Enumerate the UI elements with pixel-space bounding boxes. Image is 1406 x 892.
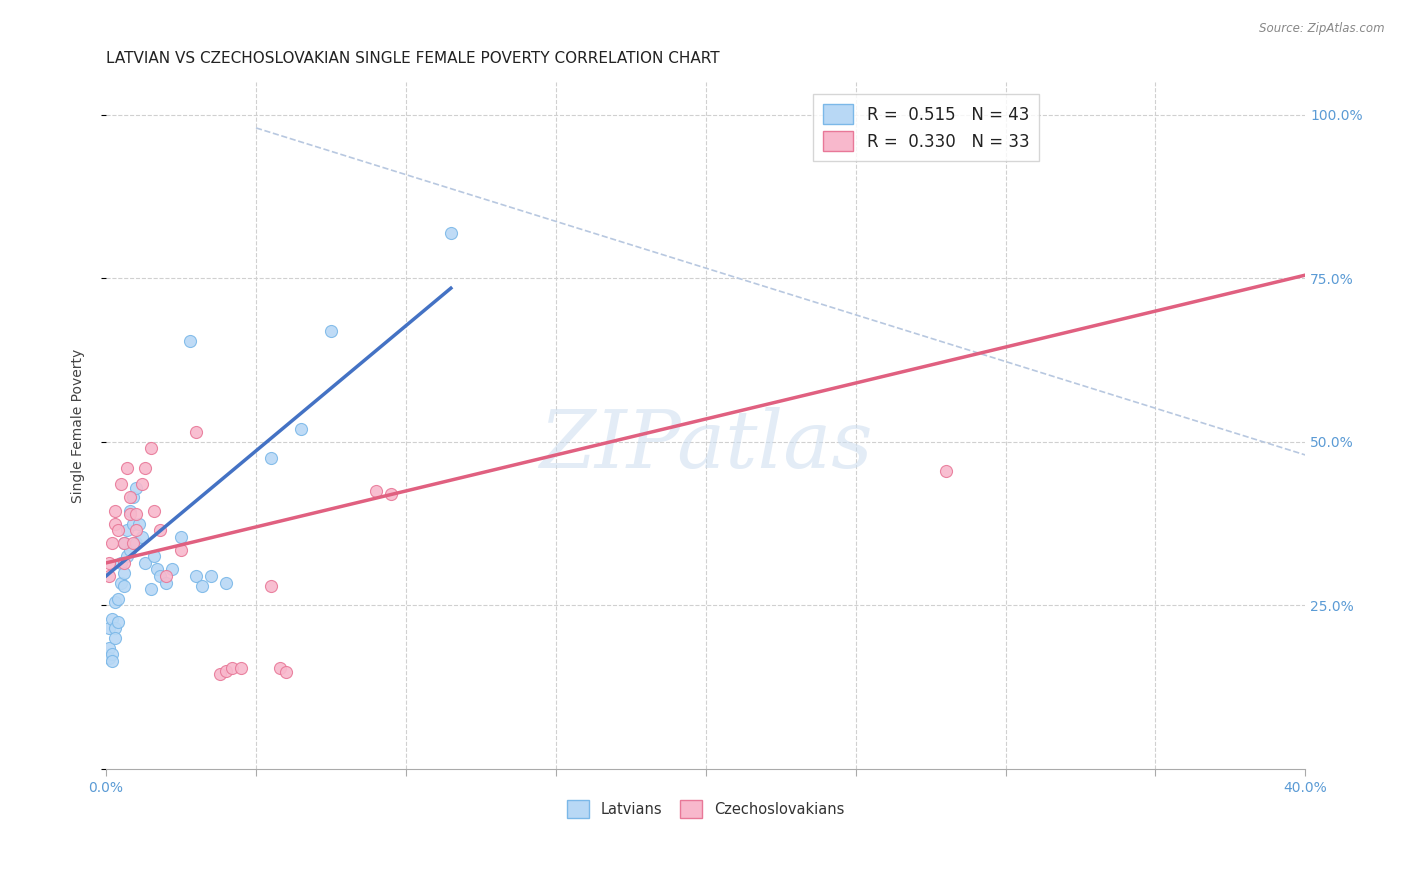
Point — [120, 542, 142, 557]
Point — [149, 569, 172, 583]
Point — [440, 226, 463, 240]
Point — [101, 611, 124, 625]
Point — [98, 556, 121, 570]
Point — [229, 660, 252, 674]
Point — [98, 640, 121, 655]
Point — [260, 579, 283, 593]
Point — [170, 530, 193, 544]
Point — [107, 591, 129, 606]
Point — [274, 665, 297, 680]
Point — [104, 631, 127, 645]
Point — [98, 569, 121, 583]
Point — [128, 516, 150, 531]
Point — [112, 556, 135, 570]
Point — [120, 491, 142, 505]
Point — [115, 461, 138, 475]
Text: ZIPatlas: ZIPatlas — [538, 408, 873, 485]
Point — [112, 566, 135, 580]
Point — [191, 579, 214, 593]
Point — [110, 477, 132, 491]
Y-axis label: Single Female Poverty: Single Female Poverty — [72, 349, 86, 503]
Point — [215, 664, 238, 678]
Point — [380, 487, 402, 501]
Point — [122, 536, 145, 550]
Point — [125, 523, 148, 537]
Point — [160, 562, 183, 576]
Point — [101, 648, 124, 662]
Point — [115, 549, 138, 564]
Point — [112, 579, 135, 593]
Point — [104, 595, 127, 609]
Point — [184, 425, 207, 439]
Point — [125, 507, 148, 521]
Point — [112, 536, 135, 550]
Point — [215, 575, 238, 590]
Point — [155, 569, 177, 583]
Point — [269, 660, 291, 674]
Point — [101, 654, 124, 668]
Text: LATVIAN VS CZECHOSLOVAKIAN SINGLE FEMALE POVERTY CORRELATION CHART: LATVIAN VS CZECHOSLOVAKIAN SINGLE FEMALE… — [105, 51, 720, 66]
Point — [104, 516, 127, 531]
Point — [143, 549, 166, 564]
Point — [200, 569, 222, 583]
Point — [125, 481, 148, 495]
Point — [290, 422, 312, 436]
Point — [139, 582, 162, 596]
Point — [131, 477, 153, 491]
Point — [115, 523, 138, 537]
Point — [122, 516, 145, 531]
Point — [131, 530, 153, 544]
Point — [260, 451, 283, 466]
Point — [935, 464, 957, 478]
Point — [155, 575, 177, 590]
Point — [98, 621, 121, 635]
Point — [143, 503, 166, 517]
Point — [107, 523, 129, 537]
Point — [208, 667, 231, 681]
Point — [364, 483, 387, 498]
Point — [110, 556, 132, 570]
Point — [104, 621, 127, 635]
Text: Source: ZipAtlas.com: Source: ZipAtlas.com — [1260, 22, 1385, 36]
Point — [120, 507, 142, 521]
Point — [134, 556, 156, 570]
Point — [104, 503, 127, 517]
Point — [110, 575, 132, 590]
Point — [107, 615, 129, 629]
Point — [184, 569, 207, 583]
Point — [134, 461, 156, 475]
Point — [170, 542, 193, 557]
Legend: Latvians, Czechoslovakians: Latvians, Czechoslovakians — [561, 794, 849, 823]
Point — [98, 650, 121, 665]
Point — [149, 523, 172, 537]
Point — [319, 324, 342, 338]
Point — [139, 442, 162, 456]
Point — [146, 562, 169, 576]
Point — [112, 536, 135, 550]
Point — [120, 503, 142, 517]
Point — [101, 536, 124, 550]
Point — [122, 491, 145, 505]
Point — [179, 334, 201, 348]
Point — [221, 660, 243, 674]
Point — [125, 536, 148, 550]
